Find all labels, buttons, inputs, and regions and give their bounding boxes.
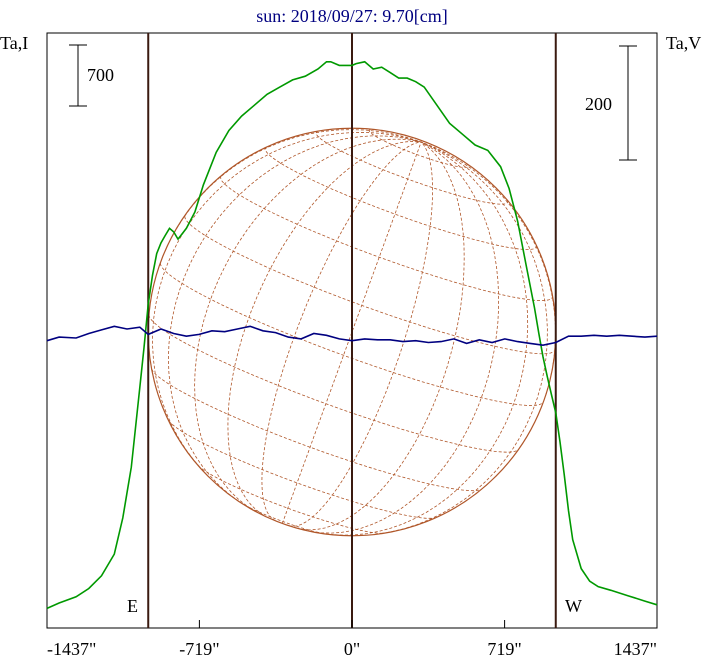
x-tick-label: -1437" bbox=[47, 639, 96, 659]
disk-longitude-line bbox=[152, 131, 422, 472]
disk-latitude-line bbox=[197, 465, 385, 534]
disk-longitude-line bbox=[329, 141, 529, 536]
disk-latitude-line bbox=[148, 314, 519, 453]
x-axis-ticks: -1437" -719" 0" 719" 1437" bbox=[46, 620, 658, 659]
scale-bar-right: 200 bbox=[585, 45, 637, 161]
disk-latitude-line bbox=[368, 129, 469, 168]
disk-latitude-line bbox=[184, 216, 555, 355]
disk-longitude-line bbox=[311, 141, 499, 534]
x-tick-label: 1437" bbox=[614, 639, 657, 659]
disk-longitude-line bbox=[302, 141, 465, 531]
disk-latitude-line bbox=[151, 368, 482, 492]
disk-longitude-line bbox=[167, 135, 422, 502]
x-tick-label: 719" bbox=[487, 639, 521, 659]
x-tick-label: 0" bbox=[344, 639, 360, 659]
x-tick-label: -719" bbox=[179, 639, 219, 659]
disk-latitude-line bbox=[168, 420, 436, 519]
left-axis-label: Ta,I bbox=[0, 33, 28, 53]
series-line-intensity bbox=[46, 60, 658, 610]
disk-latitude-line bbox=[160, 263, 544, 406]
scale-bar-right-label: 200 bbox=[585, 94, 612, 114]
disk-longitude-line bbox=[194, 138, 422, 512]
disk-longitude-line bbox=[289, 141, 434, 527]
disk-longitude-line bbox=[162, 129, 422, 256]
west-limb-label: W bbox=[565, 596, 582, 616]
disk-latitude-line bbox=[220, 175, 553, 302]
chart-title: sun: 2018/09/27: 9.70[cm] bbox=[256, 6, 448, 26]
disk-longitude-line bbox=[376, 141, 548, 535]
right-axis-label: Ta,V bbox=[666, 33, 701, 53]
scale-bar-left: 700 bbox=[69, 44, 114, 107]
series-group bbox=[46, 60, 658, 610]
solar-disk bbox=[147, 127, 557, 537]
east-limb-label: E bbox=[127, 596, 138, 616]
disk-longitude-line bbox=[227, 140, 422, 516]
disk-longitude-line bbox=[261, 141, 422, 522]
series-line-polarization bbox=[46, 325, 658, 347]
limb-lines bbox=[147, 33, 557, 628]
disk-latitude-line bbox=[315, 130, 509, 205]
disk-longitude-line bbox=[281, 141, 422, 524]
scale-bar-left-label: 700 bbox=[87, 65, 114, 85]
